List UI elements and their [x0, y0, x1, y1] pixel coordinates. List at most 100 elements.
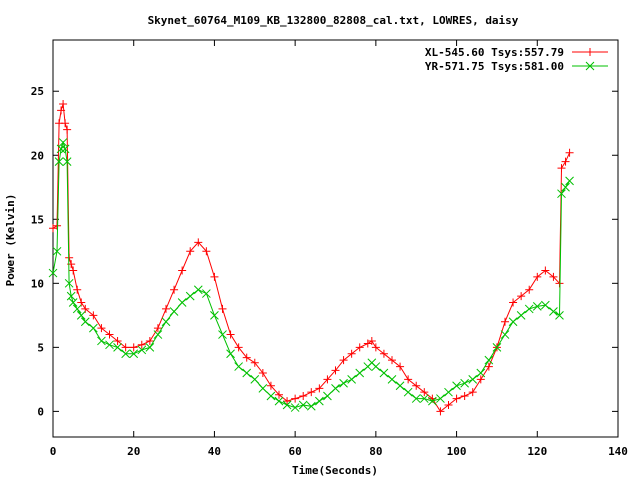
data-point — [299, 392, 308, 401]
data-point — [525, 285, 534, 294]
data-point — [347, 375, 356, 384]
x-tick-label: 140 — [608, 445, 628, 458]
data-point — [444, 387, 453, 397]
data-point — [484, 362, 493, 371]
data-point — [565, 176, 574, 186]
data-point — [113, 336, 122, 345]
data-point — [323, 391, 332, 401]
data-point — [266, 391, 276, 401]
data-point — [49, 224, 57, 233]
data-point — [541, 266, 550, 275]
data-point — [347, 349, 356, 358]
data-point — [121, 349, 130, 359]
y-tick-label: 5 — [37, 341, 44, 354]
data-point — [210, 272, 219, 281]
data-point — [549, 307, 558, 316]
data-point — [355, 368, 365, 378]
data-point — [62, 157, 72, 167]
data-point — [460, 392, 469, 401]
x-tick-label: 20 — [127, 445, 140, 458]
data-point — [162, 304, 170, 313]
data-point — [436, 407, 445, 416]
data-point — [89, 323, 98, 333]
data-point — [468, 375, 478, 384]
data-point — [379, 368, 389, 378]
data-point — [60, 144, 70, 154]
y-axis: 0 5 10 15 20 25 — [31, 85, 618, 418]
data-point — [452, 381, 461, 391]
series-line — [52, 140, 571, 409]
data-point — [266, 381, 275, 390]
data-point — [218, 330, 227, 339]
data-point — [411, 394, 421, 403]
data-point — [169, 307, 179, 316]
series-line — [52, 103, 571, 413]
data-point — [258, 368, 267, 377]
data-point — [306, 401, 316, 411]
data-point — [468, 388, 477, 397]
data-point — [69, 266, 78, 275]
data-point — [234, 362, 243, 371]
data-point — [113, 343, 122, 352]
data-point — [371, 343, 380, 352]
data-point — [331, 366, 340, 375]
data-point — [541, 300, 550, 310]
y-tick-label: 25 — [31, 85, 44, 98]
data-point — [218, 304, 227, 313]
data-point — [420, 388, 429, 397]
y-tick-label: 20 — [31, 149, 44, 162]
data-point — [242, 368, 252, 378]
data-point — [258, 383, 268, 393]
data-point — [371, 362, 381, 371]
series-2 — [48, 138, 574, 412]
data-point — [586, 48, 594, 56]
legend-label: YR-571.75 Tsys:581.00 — [425, 60, 564, 73]
data-point — [105, 340, 114, 350]
data-point — [80, 317, 90, 327]
data-point — [565, 148, 574, 157]
data-point — [53, 221, 62, 230]
data-point — [484, 355, 494, 365]
data-point — [210, 310, 219, 320]
data-point — [185, 291, 195, 301]
data-point — [283, 397, 292, 406]
data-point — [250, 375, 260, 384]
y-tick-label: 15 — [31, 213, 44, 226]
x-tick-label: 80 — [369, 445, 382, 458]
data-point — [387, 375, 397, 384]
data-point — [161, 317, 171, 327]
data-point — [202, 247, 211, 256]
data-point — [137, 345, 147, 355]
data-point — [557, 189, 566, 199]
data-point — [404, 375, 413, 384]
data-point — [291, 394, 300, 403]
data-point — [532, 302, 542, 311]
data-point — [460, 378, 469, 388]
data-point — [517, 292, 526, 301]
data-point — [315, 396, 324, 406]
chart-title: Skynet_60764_M109_KB_132800_82808_cal.tx… — [148, 14, 519, 27]
data-point — [561, 157, 570, 166]
data-point — [226, 349, 235, 359]
data-point — [282, 400, 292, 410]
series-layer — [48, 100, 574, 416]
data-point — [57, 106, 66, 115]
data-point — [585, 61, 595, 71]
data-point — [193, 285, 203, 295]
data-point — [428, 396, 437, 406]
data-point — [476, 368, 486, 378]
data-point — [56, 144, 66, 154]
data-point — [145, 336, 154, 345]
series-1 — [49, 100, 574, 416]
data-point — [250, 358, 259, 367]
data-point — [97, 324, 106, 333]
data-point — [476, 375, 485, 384]
data-point — [395, 381, 405, 391]
data-point — [561, 182, 570, 192]
data-point — [66, 291, 76, 301]
data-point — [137, 340, 146, 349]
x-tick-label: 0 — [50, 445, 57, 458]
plot-frame — [52, 39, 619, 438]
data-point — [145, 343, 155, 352]
